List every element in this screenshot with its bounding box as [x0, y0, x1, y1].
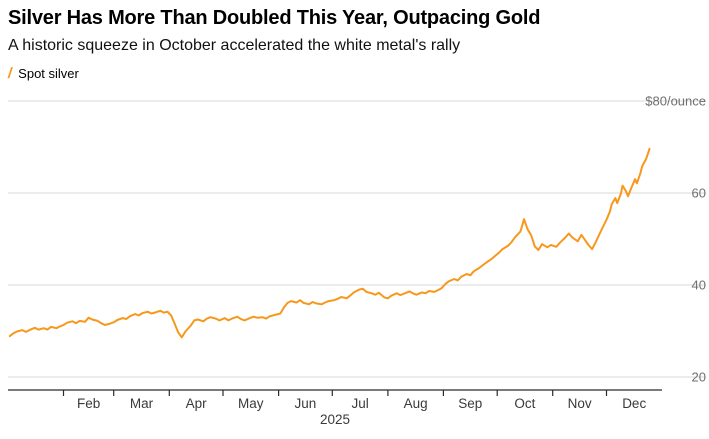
month-label: Nov — [568, 396, 592, 411]
year-label: 2025 — [320, 412, 350, 427]
legend: / Spot silver — [6, 65, 701, 82]
chart-title: Silver Has More Than Doubled This Year, … — [8, 7, 541, 29]
chart-subtitle: A historic squeeze in October accelerate… — [8, 37, 461, 54]
month-label: Jul — [351, 396, 368, 411]
month-label: Oct — [514, 396, 535, 411]
y-axis-label: 20 — [692, 370, 706, 385]
month-label: May — [238, 396, 264, 411]
month-label: Dec — [622, 396, 646, 411]
legend-label: Spot silver — [18, 66, 79, 81]
month-label: Aug — [404, 396, 428, 411]
y-axis-label: 60 — [692, 186, 706, 201]
y-axis-label: $80/ounce — [645, 94, 706, 109]
price-line — [8, 147, 651, 339]
legend-marker-icon: / — [6, 65, 14, 82]
chart-header: Silver Has More Than Doubled This Year, … — [0, 0, 709, 88]
y-axis-label: 40 — [692, 278, 706, 293]
month-label: Sep — [458, 396, 482, 411]
month-label: Apr — [186, 396, 208, 411]
month-label: Jun — [295, 396, 317, 411]
month-label: Feb — [77, 396, 100, 411]
silver-price-chart: 20 40 60 $80/ounce Feb Mar Apr May Jun Jul Aug Sep O… — [8, 94, 706, 427]
chart-area: 20 40 60 $80/ounce Feb Mar Apr May Jun Jul Aug Sep O… — [0, 88, 709, 434]
month-label: Mar — [130, 396, 154, 411]
